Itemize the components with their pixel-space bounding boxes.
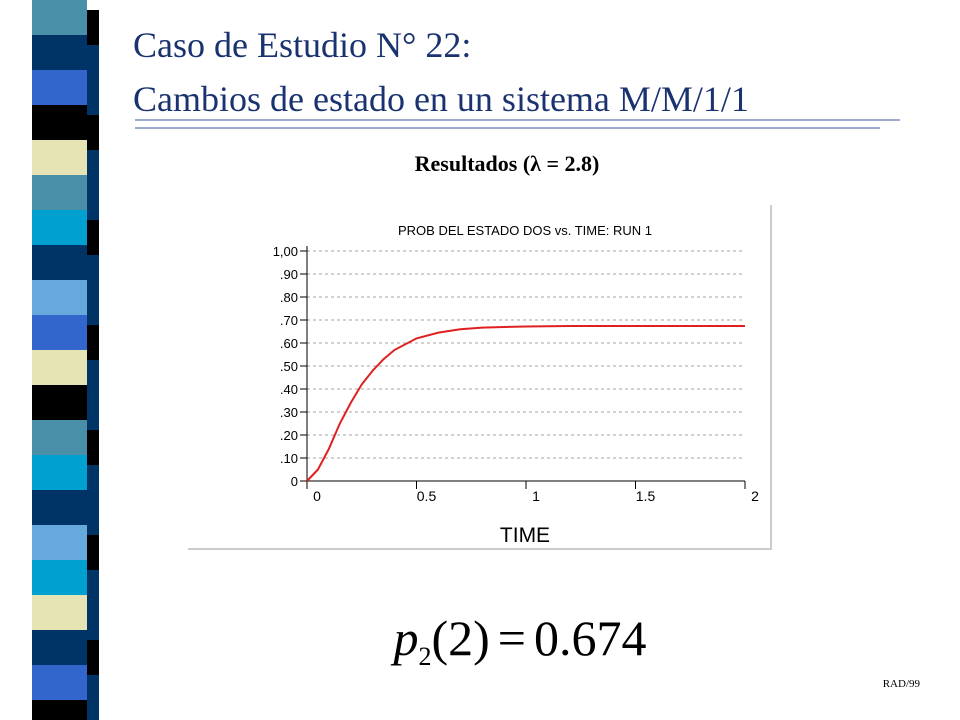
stripe-block — [32, 350, 87, 385]
y-tick-label: .90 — [280, 267, 298, 282]
stripe-block — [32, 560, 87, 595]
stripe-block — [32, 245, 87, 280]
stripe-block — [32, 0, 87, 35]
formula-subscript: 2 — [418, 642, 431, 671]
stripe-edge — [87, 465, 99, 500]
stripe-edge — [87, 500, 99, 535]
y-tick-label: .80 — [280, 290, 298, 305]
y-tick-label: .50 — [280, 359, 298, 374]
y-tick-label: .60 — [280, 336, 298, 351]
stripe-block — [32, 35, 87, 70]
stripe-edge — [87, 325, 99, 360]
stripe-edge — [87, 185, 99, 220]
chart: PROB DEL ESTADO DOS vs. TIME: RUN 1 0 .10.… — [273, 223, 759, 547]
formula-equals: = — [498, 610, 526, 666]
chart-title: PROB DEL ESTADO DOS vs. TIME: RUN 1 — [398, 223, 652, 238]
x-tick-label: 1.5 — [636, 488, 656, 504]
stripe-edge — [87, 430, 99, 465]
slide-title: Caso de Estudio N° 22: — [133, 25, 471, 65]
stripe-block — [32, 665, 87, 700]
y-tick-label: .70 — [280, 313, 298, 328]
x-tick-label: 0 — [313, 488, 321, 504]
stripe-block — [32, 700, 87, 720]
decor-stripe — [32, 0, 99, 720]
stripe-block — [32, 210, 87, 245]
formula: p2(2) = 0.674 — [390, 610, 646, 671]
footer: RAD/99 — [883, 678, 921, 690]
slide-title: Cambios de estado en un sistema M/M/1/1 — [133, 79, 749, 119]
stripe-edge — [87, 290, 99, 325]
stripe-block — [32, 315, 87, 350]
stripe-edge — [87, 115, 99, 150]
stripe-edge — [87, 710, 99, 720]
stripe-block — [32, 455, 87, 490]
stripe-block — [32, 280, 87, 315]
stripe-edge — [87, 45, 99, 80]
y-tick-label: .40 — [280, 382, 298, 397]
x-tick-label: 2 — [751, 488, 759, 504]
stripe-block — [32, 420, 87, 455]
stripe-edge — [87, 10, 99, 45]
stripe-edge — [87, 80, 99, 115]
formula-argument: (2) — [431, 610, 489, 666]
x-tick-label: 1 — [532, 488, 540, 504]
stripe-edge — [87, 605, 99, 640]
chart-frame — [188, 205, 772, 550]
stripe-edge — [87, 255, 99, 290]
x-tick-label: 0.5 — [417, 488, 437, 504]
stripe-edge — [87, 360, 99, 395]
stripe-edge — [87, 640, 99, 675]
stripe-block — [32, 595, 87, 630]
formula-value: 0.674 — [534, 610, 647, 666]
stripe-edge — [87, 150, 99, 185]
stripe-block — [32, 385, 87, 420]
stripe-edge — [87, 570, 99, 605]
stripe-edge — [87, 220, 99, 255]
stripe-edge — [87, 395, 99, 430]
y-tick-label: .20 — [280, 428, 298, 443]
stripe-block — [32, 630, 87, 665]
stripe-block — [32, 175, 87, 210]
stripe-block — [32, 525, 87, 560]
stripe-block — [32, 140, 87, 175]
stripe-block — [32, 70, 87, 105]
stripe-block — [32, 105, 87, 140]
subtitle: Resultados (λ = 2.8) — [415, 151, 600, 176]
stripe-block — [32, 490, 87, 525]
y-tick-label: .30 — [280, 405, 298, 420]
formula-symbol: p — [390, 610, 418, 666]
y-tick-label: 0 — [291, 474, 298, 489]
y-tick-label: .10 — [280, 451, 298, 466]
stripe-edge — [87, 675, 99, 710]
y-tick-label: 1,00 — [273, 244, 298, 259]
x-axis-label: TIME — [500, 524, 550, 547]
stripe-edge — [87, 535, 99, 570]
data-line — [306, 324, 745, 482]
